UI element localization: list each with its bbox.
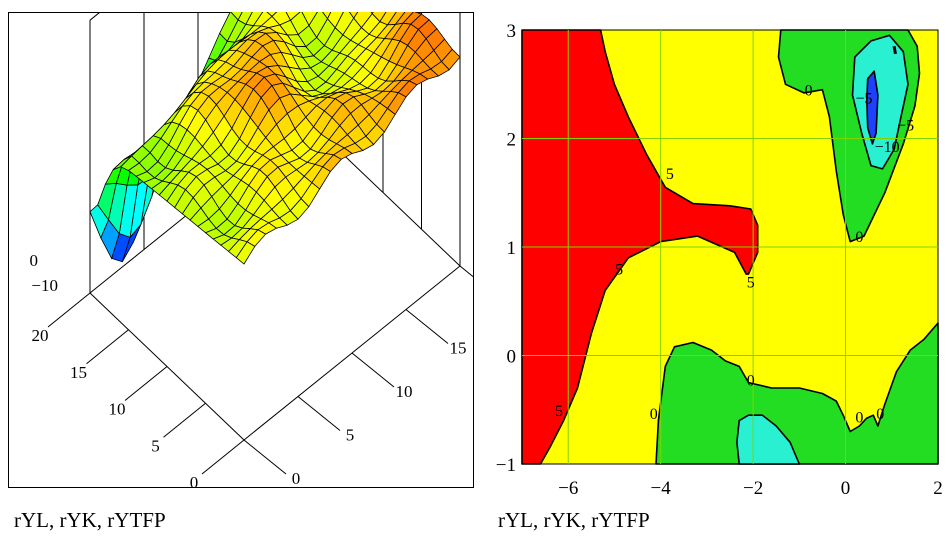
contour-level-label: 0 [747, 372, 755, 389]
surface-caption: rYL, rYK, rYTFP [14, 508, 166, 532]
contour-caption: rYL, rYK, rYTFP [498, 508, 650, 532]
x-tick-label: 0 [841, 478, 851, 499]
contour-level-label: 5 [747, 275, 755, 292]
y-tick-label: 20 [32, 326, 49, 345]
contour-grid [522, 30, 938, 464]
surface-patch [235, 241, 256, 265]
x-tick-label: −2 [743, 478, 763, 499]
y-tick-line [201, 439, 245, 475]
y-tick-line [47, 292, 91, 328]
x-tick-label: 5 [346, 426, 355, 445]
x-tick-label: 0 [292, 469, 301, 488]
surface-plot-panel: 05101520201510500−10 [8, 0, 521, 492]
y-tick-label: 0 [190, 473, 199, 488]
contour-level-label: −5 [856, 90, 873, 107]
contour-band-green-bottom [655, 322, 939, 465]
y-tick-label: 5 [151, 436, 160, 455]
x-tick-label: 2 [933, 478, 943, 499]
x-tick-label: 10 [396, 382, 413, 401]
contour-level-label: 0 [805, 83, 813, 100]
y-tick-line [124, 366, 168, 401]
contour-band-cyan-bottom [736, 414, 801, 465]
contour-small-island [892, 46, 897, 55]
contour-band-blue [866, 70, 879, 145]
z-tick-label: 0 [30, 251, 39, 270]
contour-level-label: 0 [876, 406, 884, 423]
x-tick-line [351, 352, 395, 388]
contour-level-label: 0 [855, 229, 863, 246]
x-tick-label: 15 [450, 339, 467, 358]
y-tick-label: 2 [507, 130, 517, 151]
contour-level-label: 5 [666, 166, 674, 183]
contour-level-label: 5 [555, 403, 563, 420]
y-tick-line [163, 402, 206, 438]
y-tick-label: 1 [507, 238, 517, 259]
contour-level-label: 5 [615, 262, 623, 279]
y-tick-label: 15 [70, 363, 87, 382]
surface-mesh [89, 0, 461, 265]
x-tick-line [243, 439, 287, 475]
surface-plot: 05101520201510500−10 [8, 0, 521, 492]
x-tick-line [405, 309, 449, 344]
contour-band-cyan-top [851, 34, 909, 170]
surface-ticks [47, 265, 503, 475]
y-tick-label: 3 [507, 21, 517, 42]
contour-level-label: −5 [897, 117, 914, 134]
z-tick-label: −10 [31, 276, 58, 295]
y-tick-label: 0 [507, 347, 517, 368]
x-tick-line [297, 396, 341, 431]
x-tick-label: −4 [651, 478, 672, 499]
contour-level-label: 0 [855, 409, 863, 426]
y-tick-line [86, 329, 129, 365]
contour-level-label: 0 [650, 406, 658, 423]
contour-plot-panel: 0 −5 −5 −10 5 0 5 5 0 0 0 0 5 −6 −4 −2 0 2 3 2 1 0 −1 [478, 8, 946, 504]
y-tick-label: −1 [496, 455, 516, 476]
y-tick-label: 10 [109, 400, 126, 419]
x-tick-label: −6 [558, 478, 578, 499]
contour-level-label: −10 [875, 139, 900, 156]
